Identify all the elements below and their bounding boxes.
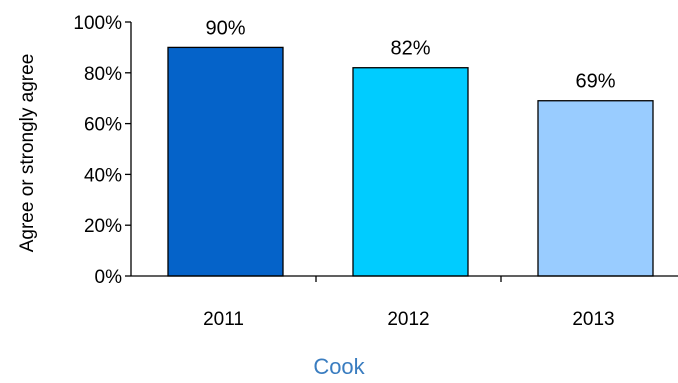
y-axis-ticks: 0% 20% 40% 60% 80% 100% xyxy=(73,13,131,288)
bars xyxy=(167,46,654,277)
bar-2011 xyxy=(167,46,284,277)
data-label-2012: 82% xyxy=(390,38,430,60)
y-tick-label: 80% xyxy=(84,64,122,85)
bar-2013 xyxy=(537,100,654,277)
y-tick-label: 60% xyxy=(84,115,122,136)
y-tick-label: 40% xyxy=(84,165,122,186)
x-tick-label-2012: 2012 xyxy=(387,309,429,330)
bar-2012 xyxy=(352,67,469,277)
data-label-2013: 69% xyxy=(575,71,615,93)
y-tick-label: 0% xyxy=(95,267,123,288)
data-labels: 90% 82% 69% xyxy=(205,17,615,92)
x-tick-label-2011: 2011 xyxy=(203,309,244,330)
y-tick-label: 20% xyxy=(84,216,122,237)
y-axis-title: Agree or strongly agree xyxy=(17,54,38,253)
data-label-2011: 90% xyxy=(205,17,245,39)
x-tick-label-2013: 2013 xyxy=(572,309,614,330)
x-axis-categories: 2011 2012 2013 xyxy=(203,276,615,330)
y-tick-label: 100% xyxy=(73,13,122,34)
x-axis-title: Cook xyxy=(313,354,365,379)
